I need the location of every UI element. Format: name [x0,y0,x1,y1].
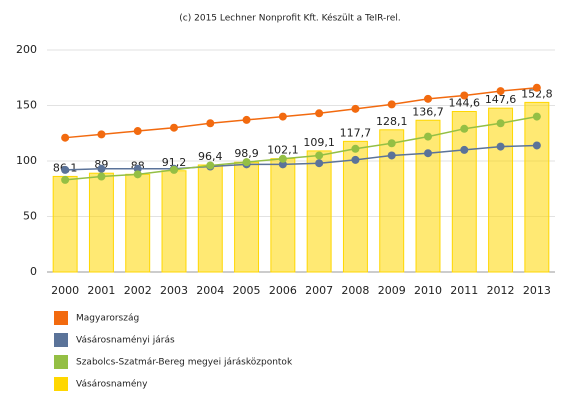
legend-swatch [54,333,68,347]
point [532,112,541,121]
bar [125,173,151,273]
point [387,100,396,109]
value-label: 136,7 [412,105,444,118]
point [133,170,142,179]
point [532,141,541,150]
y-tick-label: 0 [30,265,37,278]
value-label: 91,2 [162,156,187,169]
point [133,127,142,136]
x-tick-label: 2007 [305,284,333,297]
legend-label: Vásárosnaményi járás [76,335,175,346]
value-label: 144,6 [449,96,481,109]
point [496,142,505,151]
y-tick-label: 200 [16,43,37,56]
point [133,164,142,173]
point [278,154,287,163]
point [496,87,505,96]
x-tick-label: 2006 [269,284,297,297]
bar [197,164,223,273]
value-label: 128,1 [376,115,408,128]
series-line [65,86,537,139]
x-tick-label: 2010 [414,284,442,297]
point [315,151,324,160]
bar [488,107,514,273]
point [97,172,106,181]
y-tick-label: 100 [16,154,37,167]
legend-label: Szabolcs-Szatmár-Bereg megyei járásközpo… [76,358,293,368]
series-line [65,144,537,171]
point [61,133,70,142]
point [387,151,396,160]
point [387,139,396,148]
bar [234,161,260,273]
point [170,165,178,174]
value-label: 152,8 [521,87,553,100]
point [61,175,70,184]
value-label: 96,4 [198,150,223,163]
value-label: 98,9 [234,147,259,160]
legend-swatch [54,311,68,325]
x-tick-label: 2011 [450,284,478,297]
bar [52,175,78,273]
point [424,149,432,158]
point [206,119,215,128]
x-tick-label: 2008 [341,284,369,297]
point [351,104,360,113]
x-tick-label: 2004 [196,284,224,297]
value-label: 102,1 [267,144,299,157]
value-label: 109,1 [303,136,335,149]
point [460,145,469,154]
legend-label: Magyarország [76,314,139,324]
x-tick-label: 2013 [523,284,551,297]
y-tick-label: 150 [16,99,37,112]
x-tick-label: 2012 [487,284,515,297]
x-tick-label: 2002 [124,284,152,297]
chart-title: (c) 2015 Lechner Nonprofit Kft. Készült … [179,13,400,24]
x-tick-label: 2001 [87,284,115,297]
bar [88,172,114,273]
x-tick-label: 2003 [160,284,188,297]
point [97,164,106,173]
value-label: 117,7 [340,126,372,139]
x-tick-label: 2005 [233,284,261,297]
y-tick-label: 50 [23,210,37,223]
bar [306,150,332,273]
point [460,91,469,100]
bar [379,129,405,273]
point [97,130,106,139]
value-label: 147,6 [485,93,517,106]
x-tick-label: 2000 [51,284,79,297]
point [351,155,360,164]
legend-swatch [54,377,68,391]
x-tick-label: 2009 [378,284,406,297]
point [424,94,432,103]
point [278,160,287,169]
legend-label: Vásárosnamény [76,379,148,390]
point [242,158,251,167]
bar [342,140,368,273]
point [460,124,469,133]
point [278,112,287,121]
series-line [65,115,537,181]
bar [415,119,441,273]
legend-swatch [54,355,68,369]
point [242,115,251,124]
point [532,83,541,92]
point [315,159,324,168]
point [61,165,70,174]
point [351,144,360,153]
point [424,132,432,141]
bar [270,158,296,273]
point [170,123,178,132]
point [496,119,505,128]
point [315,109,324,118]
bar [451,110,477,273]
bar [161,170,187,273]
point [206,161,215,170]
bar [524,101,550,273]
